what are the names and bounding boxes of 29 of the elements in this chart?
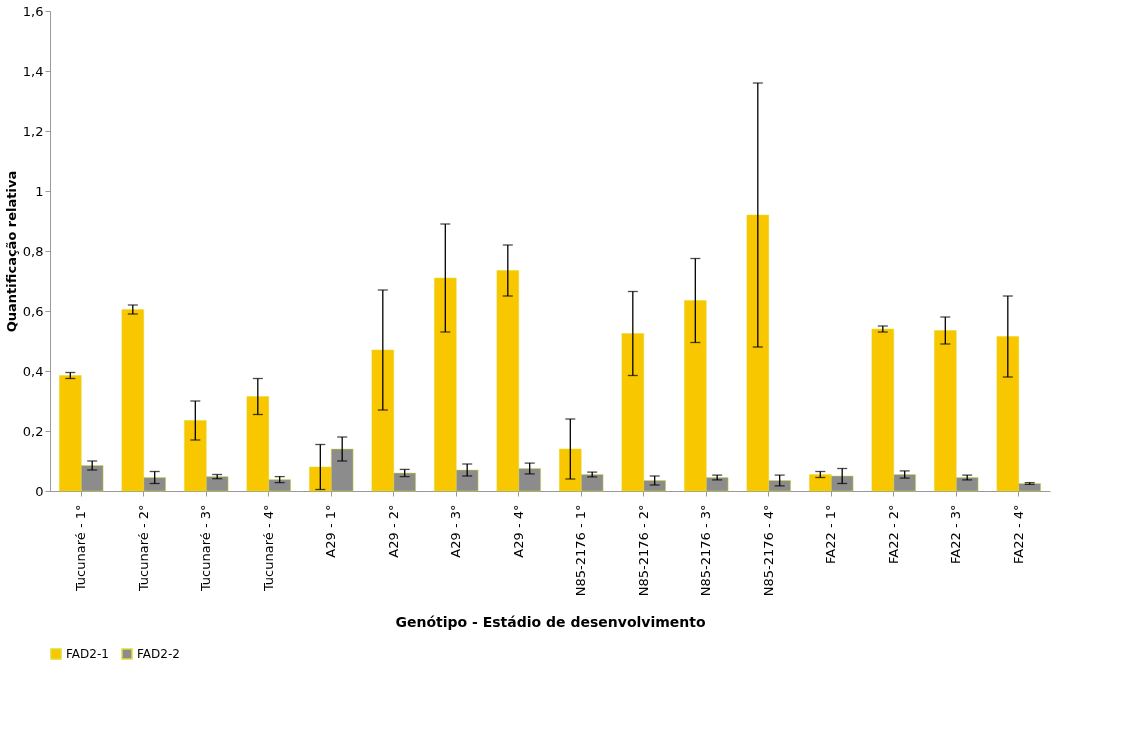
x-tick-label: N85-2176 - 1° — [573, 504, 589, 597]
x-tick-label: N85-2176 - 2° — [635, 504, 651, 597]
y-tick-label: 0 — [35, 483, 44, 499]
x-tick-label: FA22 - 4° — [1010, 504, 1026, 564]
x-tick-label: A29 - 4° — [510, 504, 526, 558]
x-tick-label: FA22 - 1° — [823, 504, 839, 564]
y-tick-label: 1,4 — [22, 63, 44, 79]
x-tick-label: Tucunaré - 3° — [198, 504, 214, 593]
x-tick-label: Tucunaré - 4° — [260, 504, 276, 593]
legend-label: FAD2-2 — [137, 647, 180, 661]
legend-label: FAD2-1 — [66, 647, 109, 661]
y-tick-label: 0,6 — [22, 303, 44, 319]
x-axis-title: Genótipo - Estádio de desenvolvimento — [395, 614, 706, 631]
y-tick-label: 0,2 — [22, 423, 44, 439]
x-tick-label: FA22 - 3° — [948, 504, 964, 564]
y-tick-label: 0,4 — [22, 363, 44, 379]
x-tick-label: N85-2176 - 4° — [760, 504, 776, 597]
x-tick-label: N85-2176 - 3° — [698, 504, 714, 597]
x-tick-label: Tucunaré - 1° — [73, 504, 89, 593]
y-tick-label: 0,8 — [22, 243, 44, 259]
x-tick-label: Tucunaré - 2° — [135, 504, 151, 593]
y-tick-label: 1,6 — [22, 3, 44, 19]
x-tick-label: A29 - 2° — [385, 504, 401, 558]
x-tick-label: A29 - 3° — [448, 504, 464, 558]
x-tick-label: A29 - 1° — [323, 504, 339, 558]
y-tick-label: 1,2 — [22, 123, 44, 139]
y-axis-title: Quantificação relativa — [3, 170, 19, 333]
y-tick-label: 1 — [35, 183, 44, 199]
x-tick-label: FA22 - 2° — [885, 504, 901, 564]
